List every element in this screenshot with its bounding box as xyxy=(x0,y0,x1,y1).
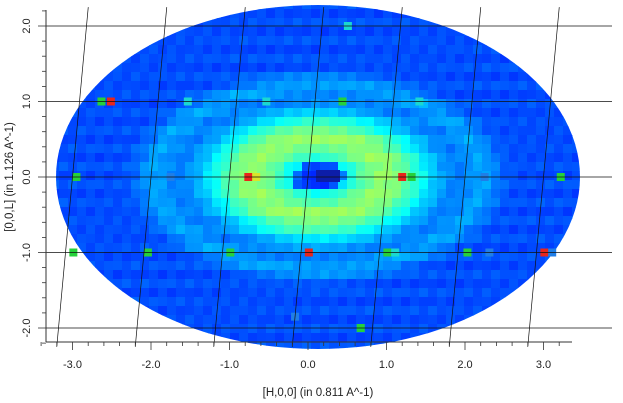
grid-line-h xyxy=(56,7,89,347)
grid-line-h xyxy=(448,7,482,347)
axes xyxy=(38,10,572,350)
y-tick-label: 0.0 xyxy=(21,169,33,184)
grid-line-h xyxy=(213,7,246,347)
grid-line-h xyxy=(134,7,168,347)
grid-line-h xyxy=(527,7,560,347)
grid-line-h xyxy=(291,7,325,347)
x-tick-label: 1.0 xyxy=(379,359,394,371)
intensity-map xyxy=(56,5,580,349)
y-tick-label: 2.0 xyxy=(21,18,33,33)
x-axis-label: [H,0,0] (in 0.811 A^-1) xyxy=(263,387,374,399)
x-tick-label: -2.0 xyxy=(142,359,161,371)
x-tick-label: -3.0 xyxy=(63,359,82,371)
x-tick-label: -1.0 xyxy=(220,359,239,371)
y-axis-label: [0,0,L] (in 1.126 A^-1) xyxy=(4,122,16,232)
x-tick-label: 0.0 xyxy=(300,359,315,371)
x-tick-label: 3.0 xyxy=(536,359,551,371)
x-tick-label: 2.0 xyxy=(457,359,472,371)
y-tick-label: -1.0 xyxy=(21,243,33,262)
lattice-grid xyxy=(46,7,612,347)
y-tick-label: 1.0 xyxy=(21,94,33,109)
tick-labels: -3.0 -2.0 -1.0 0.0 1.0 2.0 3.0 -2.0 -1.0 0.0 1.0 2.… xyxy=(21,18,551,371)
y-tick-label: -2.0 xyxy=(21,319,33,338)
grid-line-h xyxy=(370,7,403,347)
